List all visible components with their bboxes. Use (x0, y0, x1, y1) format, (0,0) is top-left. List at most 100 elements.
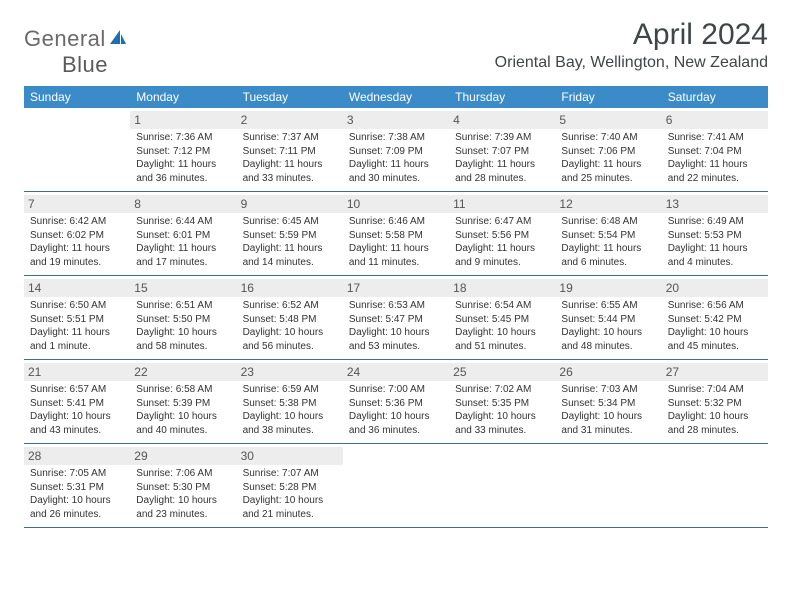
week-row: 14 Sunrise: 6:50 AMSunset: 5:51 PM Dayligh… (24, 276, 768, 360)
day-cell (343, 444, 449, 527)
sunset-line: Sunset: 5:58 PM (349, 229, 443, 243)
daylight-line: Daylight: 10 hours and 40 minutes. (136, 410, 230, 437)
day-cell: 19Sunrise: 6:55 AMSunset: 5:44 PMDayligh… (555, 276, 661, 359)
day-number: 8 (130, 195, 236, 213)
location: Oriental Bay, Wellington, New Zealand (495, 54, 768, 72)
day-cell: 1Sunrise: 7:36 AMSunset: 7:12 PMDaylight… (130, 108, 236, 191)
page-title: April 2024 (495, 18, 768, 52)
day-number: 30 (237, 447, 343, 465)
sunrise-line: Sunrise: 7:38 AM (349, 131, 443, 145)
day-cell: 4 Sunrise: 7:39 AMSunset: 7:07 PMDaylight… (449, 108, 555, 191)
dow-saturday: Saturday (662, 86, 768, 108)
sunrise-line: Sunrise: 6:55 AM (561, 299, 655, 313)
daylight-line: Daylight: 10 hours and 53 minutes. (349, 326, 443, 353)
day-number: 29 (130, 447, 236, 465)
sunrise-line: Sunrise: 7:05 AM (30, 467, 124, 481)
day-cell: 16Sunrise: 6:52 AMSunset: 5:48 PMDayligh… (237, 276, 343, 359)
sunset-line: Sunset: 5:35 PM (455, 397, 549, 411)
day-cell: 3Sunrise: 7:38 AMSunset: 7:09 PMDaylight… (343, 108, 449, 191)
dow-header: Sunday Monday Tuesday Wednesday Thursday… (24, 86, 768, 108)
daylight-line: Daylight: 10 hours and 28 minutes. (668, 410, 762, 437)
daylight-line: Daylight: 11 hours and 6 minutes. (561, 242, 655, 269)
sunset-line: Sunset: 5:32 PM (668, 397, 762, 411)
day-number: 12 (555, 195, 661, 213)
sunset-line: Sunset: 7:06 PM (561, 145, 655, 159)
sunset-line: Sunset: 5:39 PM (136, 397, 230, 411)
week-row: 1Sunrise: 7:36 AMSunset: 7:12 PMDaylight… (24, 108, 768, 192)
week-row: 21Sunrise: 6:57 AMSunset: 5:41 PMDayligh… (24, 360, 768, 444)
day-cell: 28Sunrise: 7:05 AMSunset: 5:31 PMDayligh… (24, 444, 130, 527)
sunrise-line: Sunrise: 7:07 AM (243, 467, 337, 481)
day-cell: 13Sunrise: 6:49 AMSunset: 5:53 PMDayligh… (662, 192, 768, 275)
day-number: 7 (24, 195, 130, 213)
daylight-line: Daylight: 10 hours and 43 minutes. (30, 410, 124, 437)
sunrise-line: Sunrise: 6:58 AM (136, 383, 230, 397)
day-cell: 22Sunrise: 6:58 AMSunset: 5:39 PMDayligh… (130, 360, 236, 443)
dow-sunday: Sunday (24, 86, 130, 108)
sunset-line: Sunset: 5:44 PM (561, 313, 655, 327)
sunrise-line: Sunrise: 6:47 AM (455, 215, 549, 229)
day-number: 26 (555, 363, 661, 381)
day-cell: 23Sunrise: 6:59 AMSunset: 5:38 PMDayligh… (237, 360, 343, 443)
day-cell: 2Sunrise: 7:37 AMSunset: 7:11 PMDaylight… (237, 108, 343, 191)
sunrise-line: Sunrise: 6:46 AM (349, 215, 443, 229)
day-number: 4 (449, 111, 555, 129)
sunset-line: Sunset: 5:42 PM (668, 313, 762, 327)
day-number: 16 (237, 279, 343, 297)
sunset-line: Sunset: 5:53 PM (668, 229, 762, 243)
sunrise-line: Sunrise: 7:39 AM (455, 131, 549, 145)
title-block: April 2024 Oriental Bay, Wellington, New… (495, 18, 768, 72)
daylight-line: Daylight: 10 hours and 45 minutes. (668, 326, 762, 353)
sunrise-line: Sunrise: 6:50 AM (30, 299, 124, 313)
daylight-line: Daylight: 11 hours and 11 minutes. (349, 242, 443, 269)
daylight-line: Daylight: 10 hours and 38 minutes. (243, 410, 337, 437)
sunset-line: Sunset: 5:47 PM (349, 313, 443, 327)
day-number: 2 (237, 111, 343, 129)
day-number: 10 (343, 195, 449, 213)
daylight-line: Daylight: 11 hours and 14 minutes. (243, 242, 337, 269)
day-number: 20 (662, 279, 768, 297)
daylight-line: Daylight: 11 hours and 36 minutes. (136, 158, 230, 185)
sunset-line: Sunset: 7:07 PM (455, 145, 549, 159)
sunrise-line: Sunrise: 6:52 AM (243, 299, 337, 313)
daylight-line: Daylight: 11 hours and 28 minutes. (455, 158, 549, 185)
header: GeneralBlue April 2024 Oriental Bay, Wel… (24, 18, 768, 78)
day-number: 3 (343, 111, 449, 129)
day-cell: 7Sunrise: 6:42 AMSunset: 6:02 PMDaylight… (24, 192, 130, 275)
dow-tuesday: Tuesday (237, 86, 343, 108)
daylight-line: Daylight: 10 hours and 51 minutes. (455, 326, 549, 353)
week-row: 28Sunrise: 7:05 AMSunset: 5:31 PMDayligh… (24, 444, 768, 528)
day-cell: 9Sunrise: 6:45 AMSunset: 5:59 PMDaylight… (237, 192, 343, 275)
daylight-line: Daylight: 10 hours and 33 minutes. (455, 410, 549, 437)
sunset-line: Sunset: 5:51 PM (30, 313, 124, 327)
day-cell: 20Sunrise: 6:56 AMSunset: 5:42 PMDayligh… (662, 276, 768, 359)
brand-logo: GeneralBlue (24, 26, 128, 78)
sunrise-line: Sunrise: 7:00 AM (349, 383, 443, 397)
sunset-line: Sunset: 6:02 PM (30, 229, 124, 243)
day-cell: 25Sunrise: 7:02 AMSunset: 5:35 PMDayligh… (449, 360, 555, 443)
sunrise-line: Sunrise: 6:49 AM (668, 215, 762, 229)
day-cell (555, 444, 661, 527)
day-number: 11 (449, 195, 555, 213)
daylight-line: Daylight: 11 hours and 22 minutes. (668, 158, 762, 185)
day-number: 9 (237, 195, 343, 213)
sunset-line: Sunset: 5:28 PM (243, 481, 337, 495)
day-cell: 10 Sunrise: 6:46 AMSunset: 5:58 PMDayligh… (343, 192, 449, 275)
daylight-line: Daylight: 10 hours and 58 minutes. (136, 326, 230, 353)
day-cell: 8Sunrise: 6:44 AMSunset: 6:01 PMDaylight… (130, 192, 236, 275)
day-number: 6 (662, 111, 768, 129)
sunset-line: Sunset: 5:36 PM (349, 397, 443, 411)
sunset-line: Sunset: 5:59 PM (243, 229, 337, 243)
dow-wednesday: Wednesday (343, 86, 449, 108)
day-number: 21 (24, 363, 130, 381)
day-number: 14 (24, 279, 130, 297)
calendar: Sunday Monday Tuesday Wednesday Thursday… (24, 86, 768, 528)
sunset-line: Sunset: 5:56 PM (455, 229, 549, 243)
sunrise-line: Sunrise: 7:06 AM (136, 467, 230, 481)
sunset-line: Sunset: 5:50 PM (136, 313, 230, 327)
sunrise-line: Sunrise: 7:03 AM (561, 383, 655, 397)
sunset-line: Sunset: 5:48 PM (243, 313, 337, 327)
daylight-line: Daylight: 11 hours and 17 minutes. (136, 242, 230, 269)
daylight-line: Daylight: 10 hours and 31 minutes. (561, 410, 655, 437)
sunrise-line: Sunrise: 6:42 AM (30, 215, 124, 229)
